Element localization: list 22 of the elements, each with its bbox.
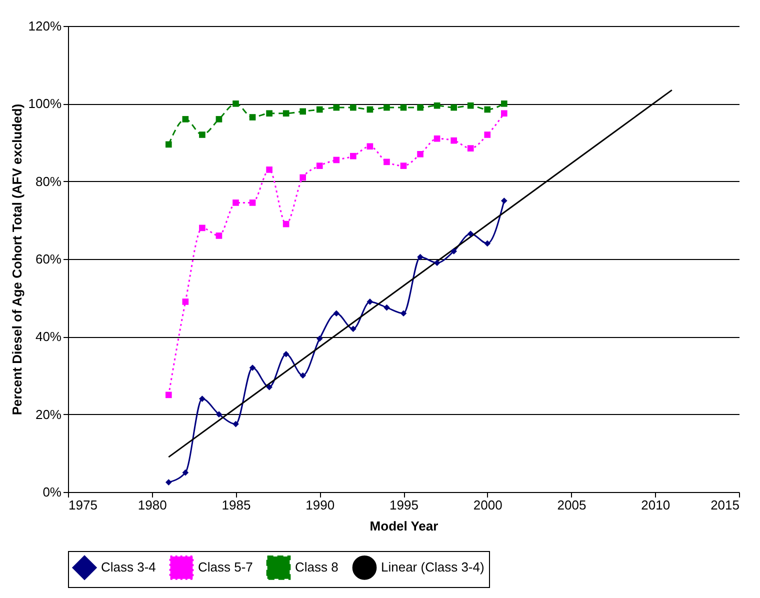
x-tick-label: 2015 bbox=[710, 498, 740, 512]
y-tick-label: 20% bbox=[35, 406, 62, 422]
y-tick-label: 80% bbox=[35, 174, 62, 189]
legend-label: Class 5-7 bbox=[198, 560, 253, 575]
x-tick-label: 2005 bbox=[557, 498, 586, 512]
x-tick-label: 1995 bbox=[390, 498, 418, 512]
legend-label: Linear (Class 3-4) bbox=[381, 560, 484, 575]
x-tick-label: 1980 bbox=[138, 498, 167, 512]
y-tick-label: 100% bbox=[28, 96, 62, 112]
legend-label: Class 3-4 bbox=[101, 560, 156, 575]
x-tick-label: 2000 bbox=[473, 498, 502, 512]
x-tick-label: 1985 bbox=[222, 498, 251, 512]
x-axis-title: Model Year bbox=[370, 518, 438, 534]
y-tick-label: 40% bbox=[35, 329, 62, 344]
y-tick-label: 60% bbox=[35, 252, 62, 266]
x-tick-label: 1990 bbox=[306, 498, 335, 512]
y-axis-title: Percent Diesel of Age Cohort Total (AFV excluded) bbox=[9, 104, 24, 416]
y-tick-label: 120% bbox=[28, 18, 62, 34]
x-tick-label: 1975 bbox=[68, 498, 98, 512]
legend-label: Class 8 bbox=[295, 560, 338, 575]
y-tick-label: 0% bbox=[42, 484, 62, 500]
x-tick-label: 2010 bbox=[641, 498, 670, 512]
